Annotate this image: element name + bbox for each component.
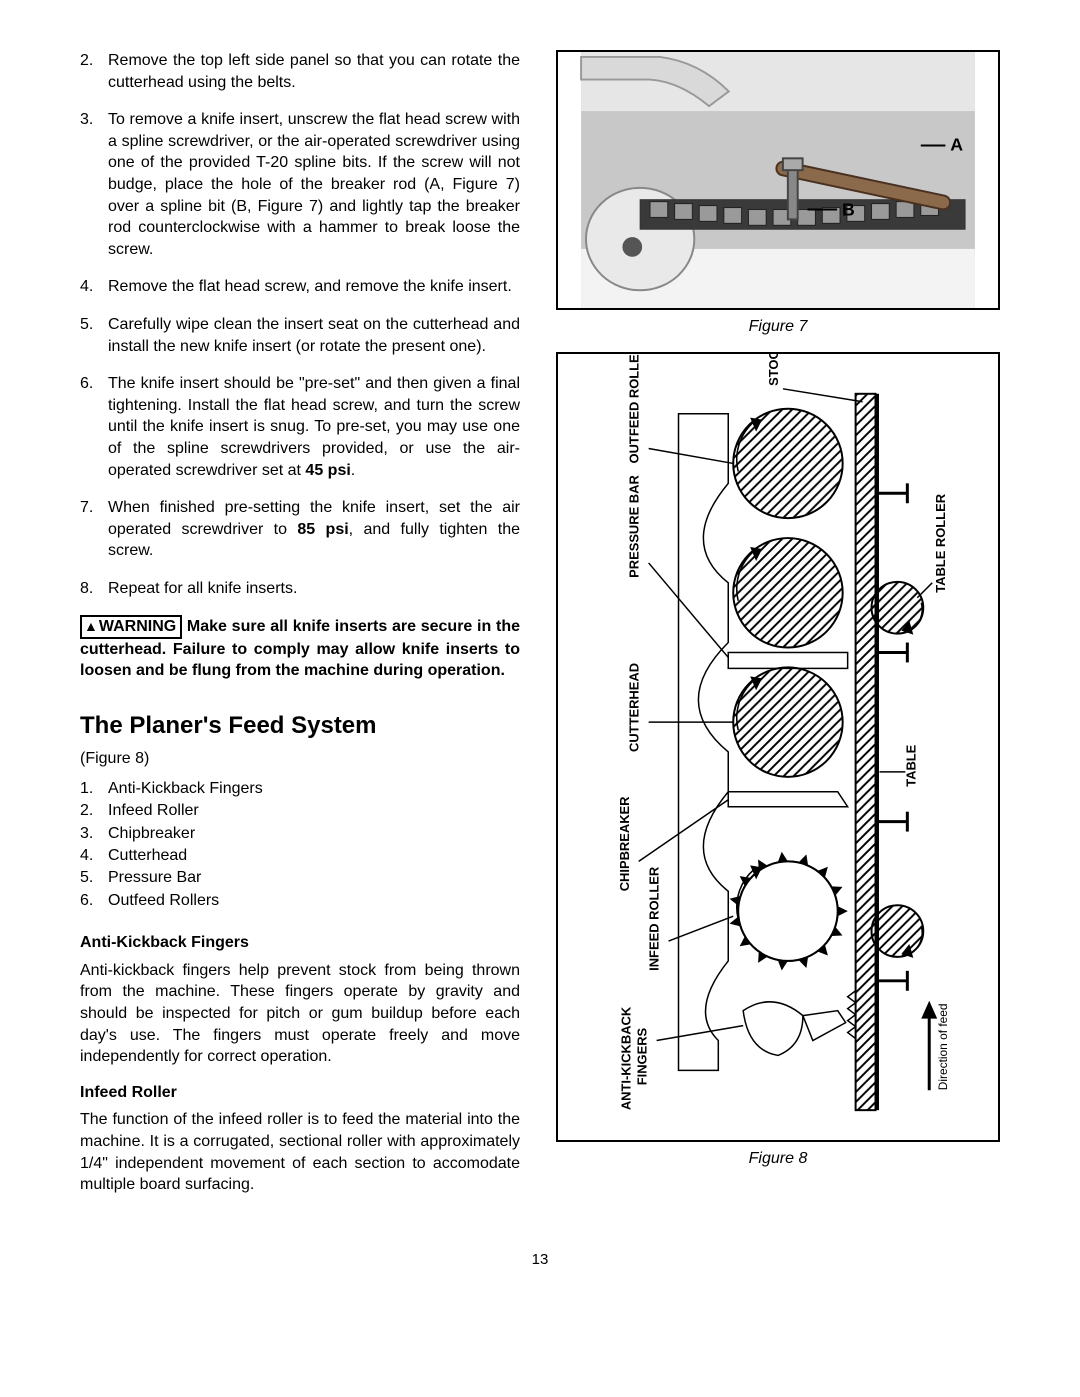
instruction-item: 5. Carefully wipe clean the insert seat … (80, 314, 520, 357)
figure-7-caption: Figure 7 (556, 316, 1000, 338)
fig8-label-stock: STOCK (766, 354, 781, 386)
instruction-item: 8. Repeat for all knife inserts. (80, 578, 520, 600)
subsection-heading: Infeed Roller (80, 1082, 520, 1104)
fig8-label-tableroller: TABLE ROLLER (933, 493, 948, 592)
list-item: 2.Infeed Roller (80, 800, 520, 822)
item-number: 6. (80, 373, 108, 481)
warning-paragraph: ▲WARNING Make sure all knife inserts are… (80, 615, 520, 681)
item-text: When finished pre-setting the knife inse… (108, 497, 520, 562)
warning-triangle-icon: ▲ (84, 618, 98, 635)
list-item: 5.Pressure Bar (80, 867, 520, 889)
figure-8-caption: Figure 8 (556, 1148, 1000, 1170)
item-text: Repeat for all knife inserts. (108, 578, 520, 600)
warning-label: WARNING (99, 618, 176, 635)
figure-7-art: A B (558, 52, 998, 308)
item-text: The knife insert should be "pre-set" and… (108, 373, 520, 481)
figure-7-label-b: B (842, 199, 855, 219)
figure-8: OUTFEED ROLLER (2) STOCK PRESSURE BAR TA… (556, 352, 1000, 1142)
item-text: Carefully wipe clean the insert seat on … (108, 314, 520, 357)
item-text: Remove the flat head screw, and remove t… (108, 276, 520, 298)
fig8-label-pressurebar: PRESSURE BAR (627, 474, 642, 577)
list-item: 6.Outfeed Rollers (80, 890, 520, 912)
figure-7-label-a: A (950, 134, 963, 154)
fig8-label-antikickback-2: FINGERS (635, 1027, 650, 1085)
item-text: To remove a knife insert, unscrew the fl… (108, 109, 520, 260)
figure-7: A B (556, 50, 1000, 310)
page-number: 13 (80, 1250, 1000, 1270)
fig8-label-direction: Direction of feed (936, 1003, 950, 1090)
instruction-item: 2. Remove the top left side panel so tha… (80, 50, 520, 93)
instruction-item: 4. Remove the flat head screw, and remov… (80, 276, 520, 298)
section-heading: The Planer's Feed System (80, 710, 520, 742)
item-number: 7. (80, 497, 108, 562)
fig8-label-infeed: INFEED ROLLER (647, 866, 662, 971)
instruction-item: 6. The knife insert should be "pre-set" … (80, 373, 520, 481)
fig8-label-chipbreaker: CHIPBREAKER (617, 795, 632, 890)
fig8-label-antikickback-1: ANTI-KICKBACK (619, 1006, 634, 1110)
item-number: 8. (80, 578, 108, 600)
item-number: 3. (80, 109, 108, 260)
fig8-label-outfeed: OUTFEED ROLLER (2) (627, 354, 642, 463)
subsection-text: Anti-kickback fingers help prevent stock… (80, 960, 520, 1068)
figure-8-art: OUTFEED ROLLER (2) STOCK PRESSURE BAR TA… (558, 354, 998, 1140)
subsection-heading: Anti-Kickback Fingers (80, 932, 520, 954)
item-text: Remove the top left side panel so that y… (108, 50, 520, 93)
subsection-text: The function of the infeed roller is to … (80, 1109, 520, 1195)
item-number: 4. (80, 276, 108, 298)
list-item: 4.Cutterhead (80, 845, 520, 867)
instruction-item: 3. To remove a knife insert, unscrew the… (80, 109, 520, 260)
instruction-list: 2. Remove the top left side panel so tha… (80, 50, 520, 599)
right-column: A B Figure 7 (556, 50, 1000, 1210)
list-item: 3.Chipbreaker (80, 823, 520, 845)
figure-reference: (Figure 8) (80, 748, 520, 770)
item-number: 2. (80, 50, 108, 93)
fig8-label-cutterhead: CUTTERHEAD (627, 663, 642, 752)
fig8-label-table: TABLE (903, 744, 918, 786)
list-item: 1.Anti-Kickback Fingers (80, 778, 520, 800)
feed-system-list: 1.Anti-Kickback Fingers 2.Infeed Roller … (80, 778, 520, 912)
item-number: 5. (80, 314, 108, 357)
left-column: 2. Remove the top left side panel so tha… (80, 50, 520, 1210)
warning-badge: ▲WARNING (80, 615, 182, 638)
instruction-item: 7. When finished pre-setting the knife i… (80, 497, 520, 562)
